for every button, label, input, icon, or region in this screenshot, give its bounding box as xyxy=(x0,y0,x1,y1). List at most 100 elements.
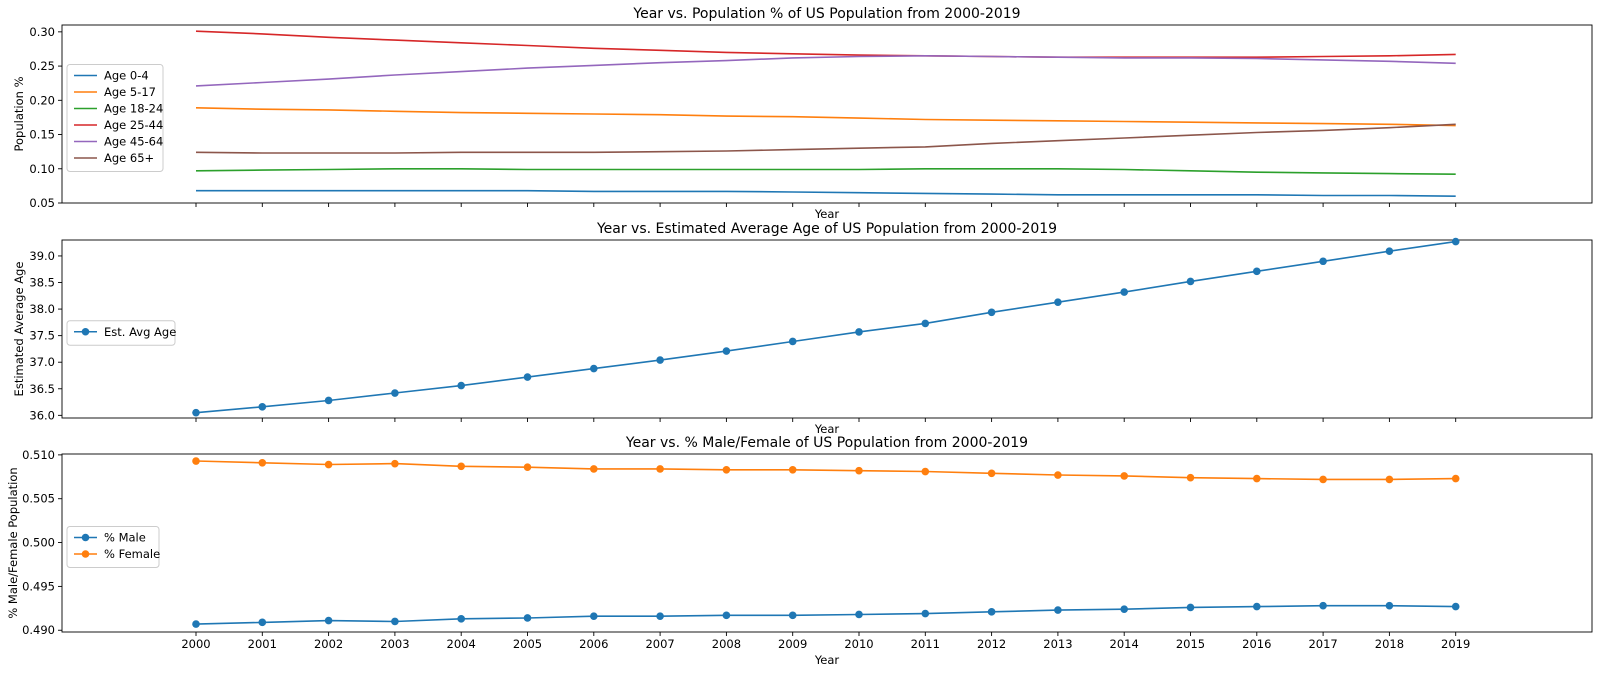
x-tick-label: 2003 xyxy=(380,637,409,651)
y-tick-label: 38.0 xyxy=(29,302,55,316)
data-point xyxy=(722,611,731,620)
data-point xyxy=(1319,257,1327,266)
data-point xyxy=(921,467,930,476)
y-tick-label: 37.0 xyxy=(29,355,55,369)
data-point xyxy=(788,337,797,346)
x-tick-label: 2017 xyxy=(1308,637,1337,651)
y-tick-label: 0.510 xyxy=(22,448,55,462)
data-point xyxy=(987,308,996,317)
legend-label: Age 65+ xyxy=(104,151,154,165)
x-tick-label: 2014 xyxy=(1110,637,1139,651)
data-point xyxy=(722,465,731,474)
data-point xyxy=(1451,237,1460,246)
legend-marker xyxy=(81,550,90,558)
y-tick-label: 0.25 xyxy=(29,59,55,73)
data-point xyxy=(590,465,598,473)
data-point xyxy=(590,612,598,621)
data-point xyxy=(457,381,466,390)
y-tick-label: 0.30 xyxy=(29,25,55,39)
y-tick-label: 37.5 xyxy=(29,329,55,343)
y-tick-label: 0.495 xyxy=(22,579,55,593)
data-point xyxy=(788,611,797,620)
legend-box xyxy=(66,320,176,346)
plot-frame xyxy=(61,24,1593,204)
data-point xyxy=(192,408,200,417)
y-tick-label: 0.500 xyxy=(22,536,55,550)
series--female xyxy=(192,457,1460,484)
x-tick-label: 2008 xyxy=(712,637,741,651)
x-tick-label: 2015 xyxy=(1176,637,1205,651)
data-point xyxy=(656,465,664,473)
y-axis-label: % Male/Female Population xyxy=(6,467,20,618)
y-tick-label: 36.0 xyxy=(29,408,55,422)
data-point xyxy=(1451,474,1460,483)
legend-label: Age 0-4 xyxy=(104,69,149,83)
x-tick-label: 2013 xyxy=(1043,637,1072,651)
y-tick-label: 36.5 xyxy=(29,382,55,396)
legend: Est. Avg Age xyxy=(66,320,176,346)
x-tick-label: 2012 xyxy=(977,637,1006,651)
series-line xyxy=(195,30,1456,59)
data-point xyxy=(523,463,532,471)
chart-panel-3: Year vs. % Male/Female of US Population … xyxy=(6,435,1593,667)
x-tick-label: 2005 xyxy=(513,637,542,651)
data-point xyxy=(1120,605,1128,614)
data-point xyxy=(1385,475,1394,484)
data-point xyxy=(855,610,863,619)
chart-title: Year vs. Estimated Average Age of US Pop… xyxy=(596,221,1057,237)
series-line xyxy=(195,107,1456,127)
series-line xyxy=(195,54,1456,87)
data-point xyxy=(523,373,532,381)
x-axis-label: Year xyxy=(814,207,840,221)
data-point xyxy=(1186,277,1195,286)
y-tick-label: 38.5 xyxy=(29,276,55,290)
legend-marker xyxy=(81,533,90,542)
data-point xyxy=(722,347,731,355)
x-tick-label: 2004 xyxy=(447,637,476,651)
data-point xyxy=(391,617,399,626)
x-tick-label: 2019 xyxy=(1441,637,1470,651)
legend-label: Age 18-24 xyxy=(104,102,163,116)
data-point xyxy=(258,403,267,411)
data-point xyxy=(1319,601,1327,610)
series-age-18-24 xyxy=(195,168,1456,175)
y-tick-label: 0.05 xyxy=(29,196,55,210)
x-tick-label: 2007 xyxy=(645,637,674,651)
x-tick-label: 2009 xyxy=(778,637,807,651)
series-line xyxy=(195,123,1456,154)
data-point xyxy=(1120,472,1128,480)
x-tick-label: 2006 xyxy=(579,637,608,651)
series-age-0-4 xyxy=(196,189,1456,197)
data-point xyxy=(457,615,466,623)
y-tick-label: 0.10 xyxy=(29,162,55,176)
series-age-25-44 xyxy=(195,30,1456,59)
y-axis-label: Population % xyxy=(12,76,26,151)
data-point xyxy=(324,616,333,625)
series-line xyxy=(195,604,1456,625)
data-point xyxy=(192,620,200,628)
y-tick-label: 0.490 xyxy=(22,623,55,637)
legend: % Male % Female xyxy=(66,526,160,568)
data-point xyxy=(324,460,333,469)
data-point xyxy=(258,458,267,467)
data-point xyxy=(1186,473,1195,482)
data-point xyxy=(1385,247,1394,255)
legend-label: Age 5-17 xyxy=(104,85,156,99)
legend-label: Age 25-44 xyxy=(104,118,163,132)
x-tick-label: 2010 xyxy=(844,637,873,651)
series-line xyxy=(195,168,1456,175)
data-point xyxy=(1253,267,1261,276)
data-point xyxy=(1186,603,1195,612)
data-point xyxy=(788,465,797,474)
data-point xyxy=(1385,601,1394,610)
y-axis-label: Estimated Average Age xyxy=(12,262,26,397)
legend-marker xyxy=(81,327,90,336)
x-tick-label: 2001 xyxy=(248,637,277,651)
data-point xyxy=(1054,298,1062,306)
y-tick-label: 0.20 xyxy=(29,93,55,107)
data-point xyxy=(1451,602,1460,611)
plot-frame xyxy=(61,239,1593,419)
data-point xyxy=(1319,475,1327,484)
data-point xyxy=(391,389,399,397)
